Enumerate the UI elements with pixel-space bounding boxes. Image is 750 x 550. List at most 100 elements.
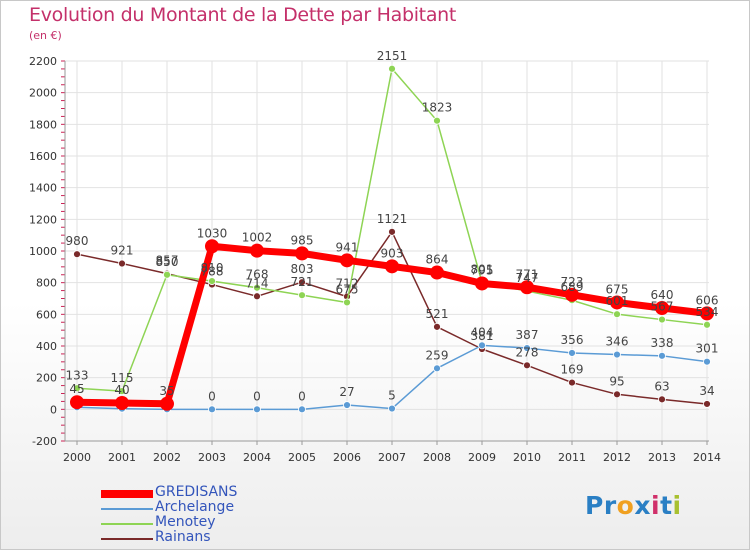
data-label-rainans: 714 (246, 276, 269, 290)
data-label-menotey: 810 (201, 261, 224, 275)
data-point-rainans (253, 292, 261, 301)
data-label-archelange: 404 (471, 325, 494, 339)
data-label-rainans: 95 (609, 374, 624, 388)
data-label-menotey: 534 (696, 305, 719, 319)
data-point-archelange (343, 401, 351, 409)
legend-label-menotey: Menotey (155, 514, 216, 530)
data-point-menotey (253, 283, 261, 292)
y-tick-label: 1600 (29, 150, 57, 163)
data-label-gredisans: 723 (561, 275, 584, 289)
data-point-gredisans (70, 395, 84, 410)
data-point-gredisans (475, 276, 489, 291)
data-label-menotey: 601 (606, 294, 629, 308)
data-label-menotey: 675 (336, 282, 359, 296)
data-label-rainans: 857 (156, 254, 179, 268)
legend: GREDISANS Archelange Menotey Rainans (101, 484, 341, 546)
chart-title: Evolution du Montant de la Dette par Hab… (29, 4, 457, 26)
data-point-menotey (298, 291, 306, 300)
data-point-archelange (523, 344, 531, 352)
data-point-gredisans (565, 287, 579, 302)
x-tick-label: 2006 (333, 451, 361, 464)
data-label-rainans: 921 (111, 244, 134, 258)
data-label-rainans: 712 (336, 277, 359, 291)
data-label-menotey: 721 (291, 275, 314, 289)
legend-item-menotey: Menotey (101, 514, 341, 531)
data-label-rainans: 278 (516, 345, 539, 359)
data-point-gredisans (700, 306, 714, 321)
y-tick-label: 1400 (29, 182, 57, 195)
data-label-rainans: 63 (654, 379, 669, 393)
data-label-archelange: 301 (696, 342, 719, 356)
data-point-gredisans (115, 396, 129, 410)
x-tick-label: 2004 (243, 451, 271, 464)
data-point-gredisans (655, 301, 669, 315)
data-label-gredisans: 941 (336, 240, 359, 254)
y-tick-label: 1000 (29, 245, 57, 258)
data-point-archelange (208, 405, 216, 414)
data-label-rainans: 521 (426, 307, 449, 321)
data-point-archelange (298, 405, 306, 414)
data-point-gredisans (160, 396, 174, 411)
data-label-gredisans: 640 (651, 288, 674, 302)
logo-letter: o (616, 491, 635, 520)
logo-letter: t (660, 491, 673, 520)
x-tick-label: 2002 (153, 451, 181, 464)
data-point-menotey (343, 298, 351, 307)
data-label-gredisans: 1030 (197, 226, 228, 240)
legend-swatch-gredisans (101, 490, 153, 498)
y-tick-label: 400 (36, 340, 57, 353)
data-label-menotey: 115 (111, 371, 134, 385)
data-point-menotey (388, 64, 396, 73)
data-point-gredisans (250, 243, 264, 258)
data-label-archelange: 5 (388, 389, 396, 403)
data-label-gredisans: 1002 (242, 231, 273, 245)
data-point-gredisans (520, 280, 534, 295)
y-tick-label: 600 (36, 308, 57, 321)
data-label-rainans: 803 (291, 262, 314, 276)
data-label-menotey: 133 (66, 368, 89, 382)
data-point-rainans (703, 400, 711, 408)
legend-item-rainans: Rainans (101, 529, 341, 546)
data-point-archelange (613, 350, 621, 359)
x-tick-label: 2012 (603, 451, 631, 464)
data-point-gredisans (430, 265, 444, 280)
data-point-archelange (703, 357, 711, 366)
data-point-menotey (208, 277, 216, 285)
data-label-gredisans: 795 (471, 263, 494, 277)
data-label-gredisans: 606 (696, 293, 719, 307)
legend-label-gredisans: GREDISANS (155, 484, 238, 500)
data-label-archelange: 346 (606, 335, 629, 349)
data-point-menotey (73, 384, 81, 393)
data-label-archelange: 338 (651, 336, 674, 350)
data-point-rainans (433, 322, 441, 331)
y-tick-label: 2200 (29, 55, 57, 68)
data-point-gredisans (610, 295, 624, 310)
data-point-menotey (658, 315, 666, 324)
data-point-rainans (658, 395, 666, 404)
legend-swatch-rainans (101, 538, 153, 540)
data-label-rainans: 788 (201, 265, 224, 279)
data-point-rainans (568, 378, 576, 387)
data-point-archelange (433, 364, 441, 373)
y-tick-label: 800 (36, 277, 57, 290)
data-label-archelange: 356 (561, 333, 584, 347)
data-label-menotey: 801 (471, 263, 494, 277)
data-point-rainans (73, 250, 81, 259)
data-label-menotey: 567 (651, 300, 674, 314)
data-label-menotey: 689 (561, 280, 584, 294)
y-tick-label: 1200 (29, 213, 57, 226)
data-label-archelange: 27 (339, 385, 354, 399)
data-point-menotey (433, 116, 441, 125)
data-point-menotey (703, 320, 711, 329)
data-label-gredisans: 40 (114, 383, 129, 397)
legend-item-archelange: Archelange (101, 499, 341, 516)
legend-item-gredisans: GREDISANS (101, 484, 341, 501)
data-label-gredisans: 771 (516, 267, 539, 281)
x-tick-label: 2001 (108, 451, 136, 464)
data-label-menotey: 747 (516, 271, 539, 285)
proxiti-logo[interactable]: Proxiti (585, 491, 682, 520)
x-tick-label: 2010 (513, 451, 541, 464)
data-point-menotey (613, 310, 621, 319)
